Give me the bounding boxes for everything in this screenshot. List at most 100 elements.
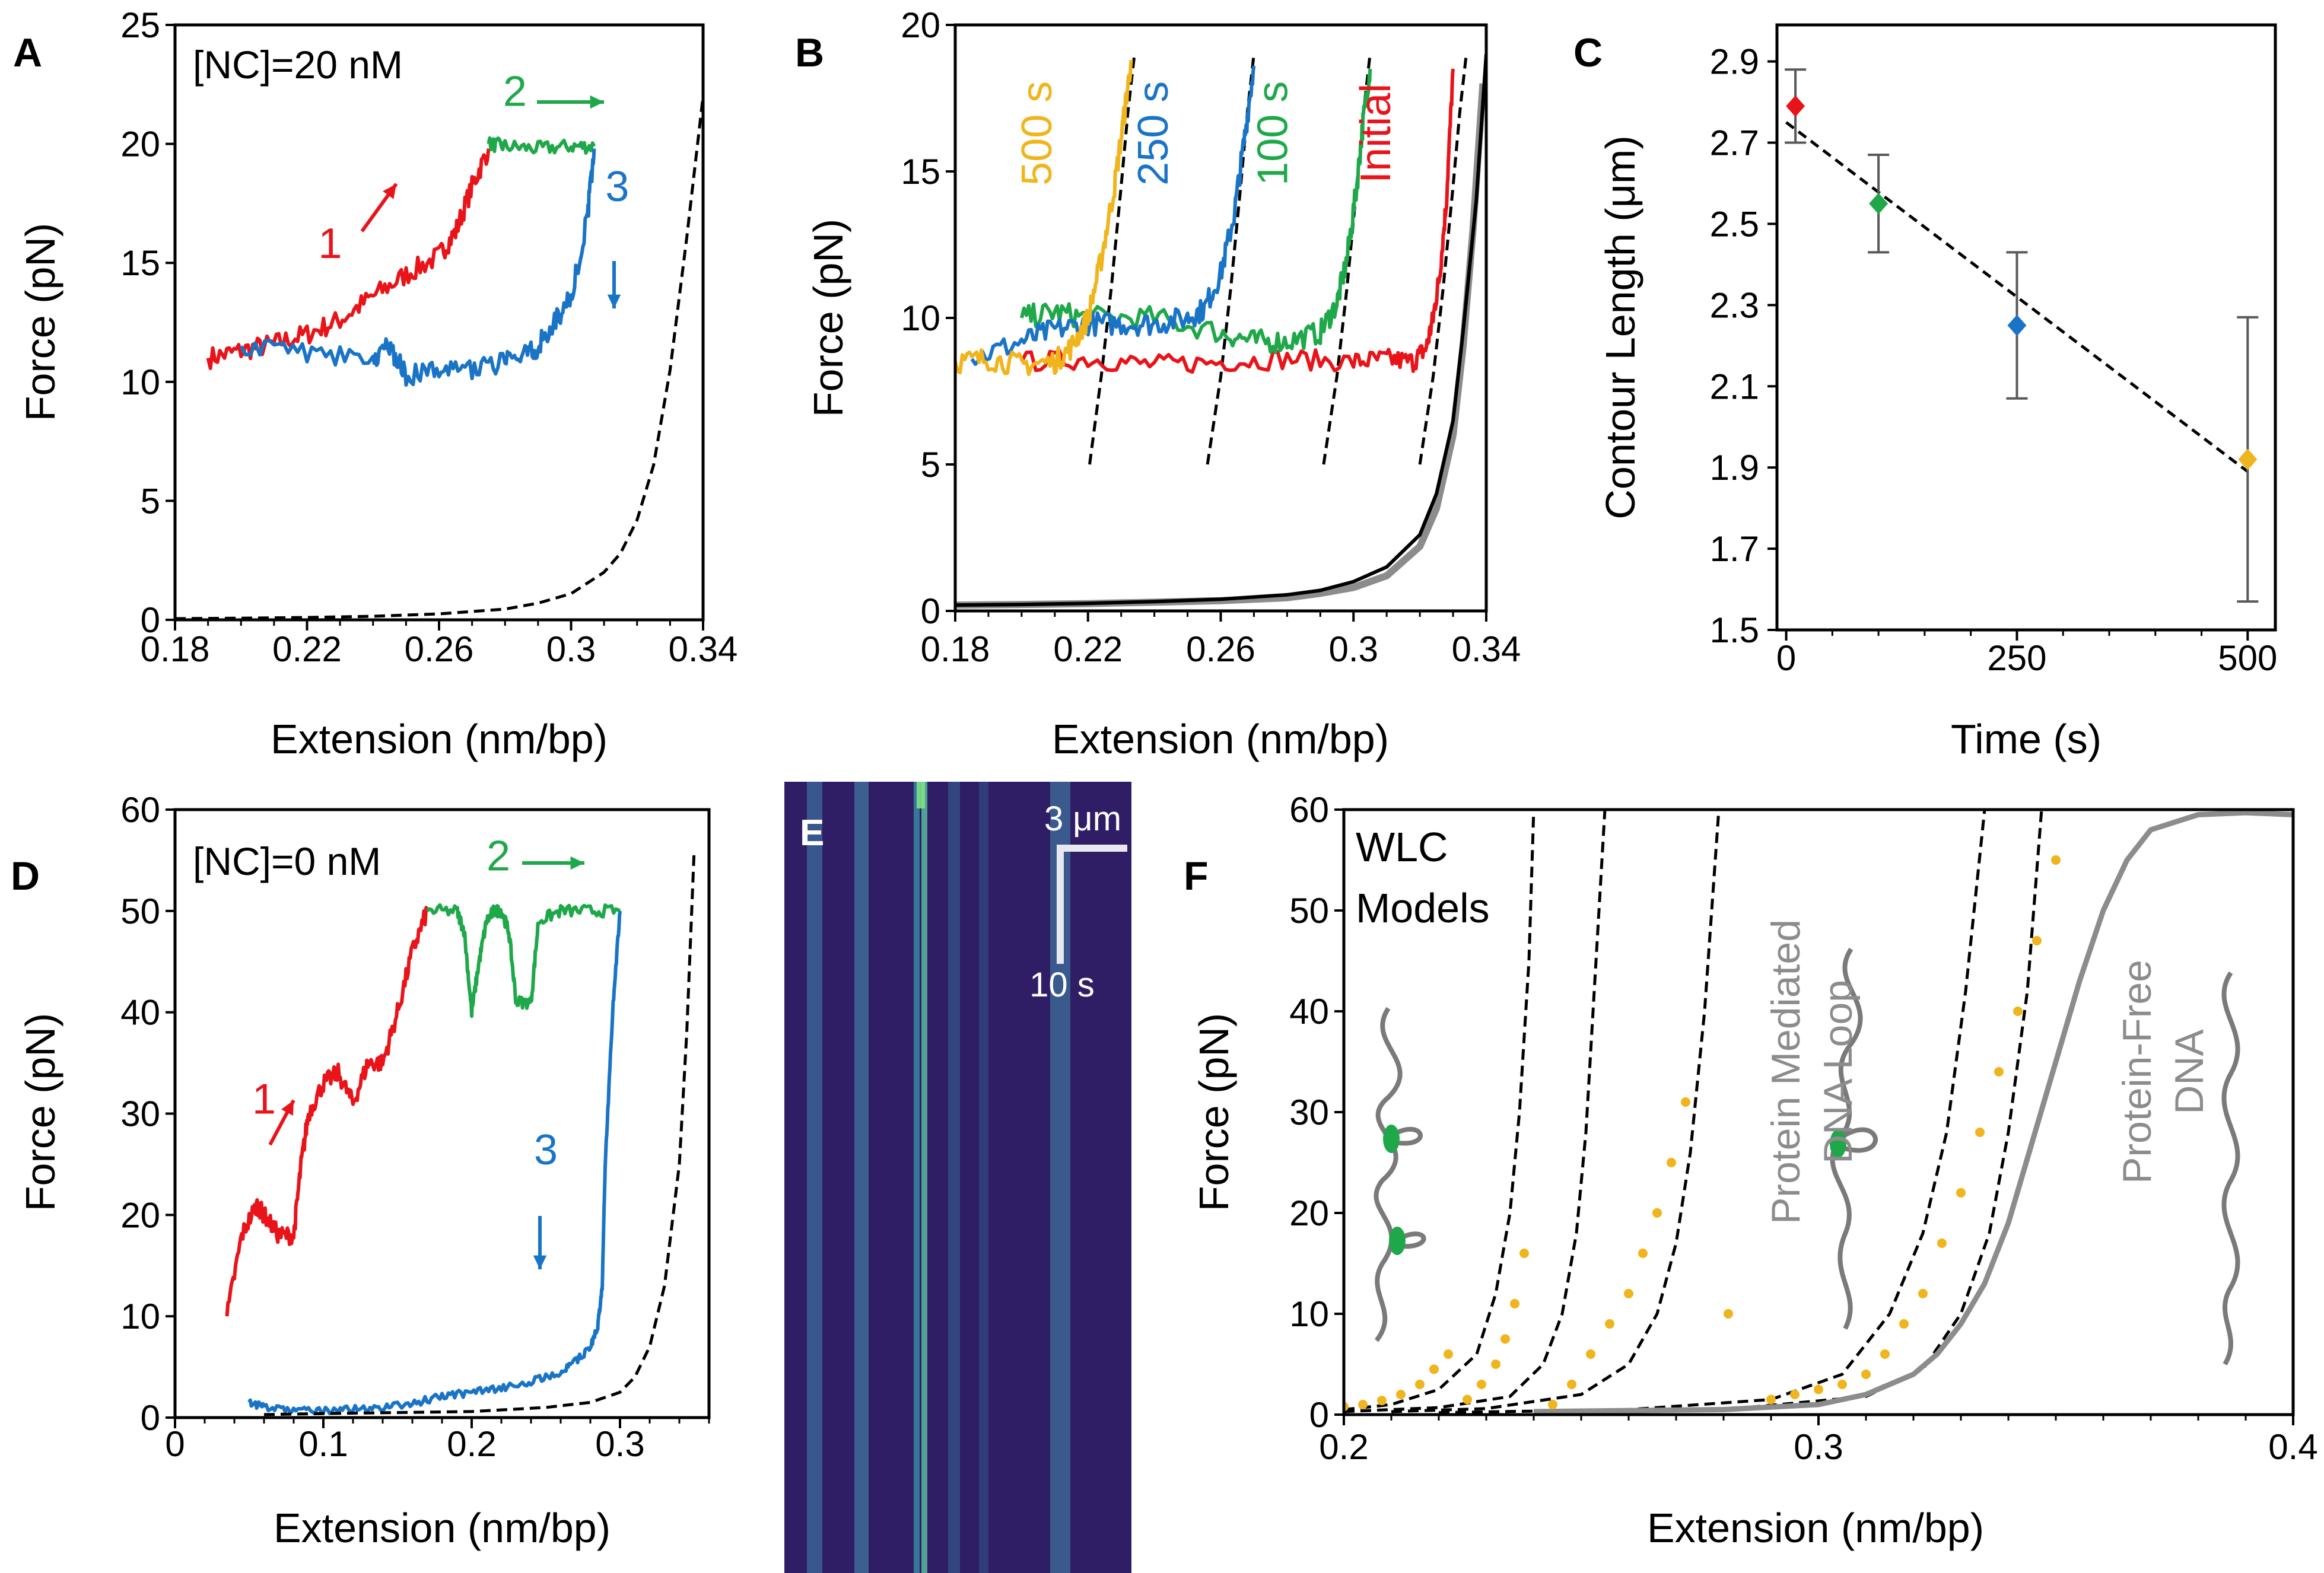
series-wlc-3	[1391, 810, 1721, 1413]
y-tick-label: 20	[901, 5, 940, 45]
data-point	[1586, 1349, 1595, 1359]
data-point	[2238, 448, 2258, 470]
y-tick-label: 30	[120, 1094, 160, 1134]
data-point	[1899, 1319, 1909, 1329]
series-wlc-initial	[1418, 54, 1468, 465]
data-point	[1358, 1400, 1368, 1409]
y-tick-label: 0	[141, 600, 160, 640]
data-point	[1638, 1249, 1648, 1258]
curve-annotation: Protein Mediated	[1763, 919, 1808, 1224]
series-2	[425, 903, 621, 1018]
series-initial	[1020, 68, 1455, 374]
y-tick-label: 1.5	[1710, 610, 1759, 650]
data-point	[1519, 1249, 1529, 1258]
y-tick-label: 25	[120, 5, 160, 45]
direction-arrow-head	[607, 294, 621, 308]
x-tick-label: 0.34	[1452, 629, 1521, 669]
panel-c-series	[1785, 68, 2259, 603]
series-wlc-100-s	[1322, 54, 1372, 465]
panel-c-xlabel: Time (s)	[1951, 716, 2102, 762]
x-tick-label: 0.22	[1053, 629, 1123, 669]
x-tick-label: 0.2	[447, 1424, 496, 1464]
curve-label: Initial	[1352, 84, 1400, 183]
series-wlc-4	[1438, 810, 1986, 1415]
series-1	[206, 148, 491, 370]
panel-e: E 3 μm 10 s	[784, 782, 1131, 1573]
kymograph-track	[854, 782, 869, 1573]
data-point	[1396, 1390, 1406, 1399]
y-tick-label: 2.9	[1710, 42, 1759, 82]
panel-f-xlabel: Extension (nm/bp)	[1647, 1505, 1984, 1551]
panel-a-series	[175, 96, 703, 620]
data-point	[1463, 1394, 1472, 1405]
direction-arrow-head	[533, 1255, 547, 1269]
kymograph-track	[807, 782, 822, 1573]
x-tick-label: 0.3	[1329, 629, 1378, 669]
series-label-2: 2	[503, 68, 527, 115]
data-point	[2013, 1007, 2023, 1016]
y-tick-label: 2.3	[1710, 285, 1759, 325]
series-label-3: 3	[534, 1126, 558, 1174]
series-wlc-model	[263, 850, 696, 1416]
dna-loop	[1390, 1127, 1423, 1146]
panel-a-axes: 0.18 0.22 0.26 0.3 0.34 0 5 10 15 20 25 1 2 3	[120, 5, 737, 669]
panel-b: 0.18 0.22 0.26 0.3 0.34 0 5 10 15 20 500 s 250 s 100…	[795, 5, 1521, 762]
scale-bar-time-label: 10 s	[1029, 966, 1095, 1004]
y-tick-label: 5	[921, 445, 940, 485]
y-tick-label: 15	[901, 152, 940, 192]
panel-b-letter: B	[795, 30, 824, 75]
y-tick-label: 20	[1289, 1193, 1329, 1233]
y-tick-label: 0	[141, 1398, 160, 1438]
panel-f-ylabel: Force (pN)	[1191, 1013, 1237, 1211]
curve-label: 100 s	[1249, 81, 1296, 186]
data-point	[1605, 1319, 1614, 1329]
x-tick-label: 0	[165, 1424, 185, 1464]
y-tick-label: 10	[120, 1297, 160, 1336]
y-tick-label: 60	[120, 790, 160, 830]
panel-f-series	[1344, 810, 2293, 1415]
series-wlc-2	[1344, 810, 1607, 1413]
y-tick-label: 30	[1289, 1093, 1329, 1132]
kymograph-bright-spot	[917, 782, 925, 808]
panel-b-xlabel: Extension (nm/bp)	[1052, 716, 1389, 762]
linear-fit	[1785, 121, 2249, 473]
data-point	[1429, 1364, 1439, 1374]
curve-annotation: DNA Loop	[1816, 980, 1861, 1164]
panel-a-frame	[173, 23, 705, 622]
panel-a-xlabel: Extension (nm/bp)	[271, 716, 608, 762]
y-tick-label: 40	[1289, 992, 1329, 1031]
curve-label: 250 s	[1130, 81, 1177, 186]
series-label-2: 2	[487, 833, 510, 880]
y-tick-label: 40	[120, 993, 160, 1033]
kymograph-track	[948, 782, 960, 1573]
panel-b-series	[955, 54, 1486, 609]
y-tick-label: 50	[1289, 891, 1329, 931]
panel-a: 0.18 0.22 0.26 0.3 0.34 0 5 10 15 20 25 1 2 3 A [NC]=…	[13, 5, 737, 762]
panel-a-annotation: [NC]=20 nM	[193, 43, 403, 87]
panel-b-axes: 0.18 0.22 0.26 0.3 0.34 0 5 10 15 20 500 s 250 s 100…	[901, 5, 1521, 669]
dna-loop	[1395, 1231, 1426, 1249]
y-tick-label: 2.5	[1710, 204, 1759, 244]
data-point	[1510, 1299, 1519, 1308]
x-tick-label: 0.18	[141, 629, 210, 669]
panel-f-annotation-line2: Models	[1356, 885, 1490, 931]
panel-c-letter: C	[1573, 30, 1603, 75]
data-point	[1624, 1289, 1633, 1298]
looped-dna-schematic-1	[1374, 1007, 1403, 1342]
direction-arrow-head	[590, 95, 604, 109]
panel-b-ylabel: Force (pN)	[805, 219, 851, 417]
data-point	[1766, 1394, 1776, 1405]
data-point	[1444, 1349, 1453, 1359]
panel-f-letter: F	[1184, 854, 1209, 899]
panel-c-frame	[1775, 23, 2277, 632]
y-tick-label: 1.9	[1710, 448, 1759, 488]
kymograph-image	[784, 782, 1131, 1573]
x-tick-label: 0.22	[272, 629, 342, 669]
x-tick-label: 0.3	[546, 629, 596, 669]
panel-e-letter: E	[800, 813, 824, 854]
series-2	[487, 136, 596, 155]
curve-annotation: Protein-Free	[2115, 960, 2160, 1184]
data-point	[1956, 1188, 1966, 1198]
series-protein-free-black	[955, 54, 1486, 607]
